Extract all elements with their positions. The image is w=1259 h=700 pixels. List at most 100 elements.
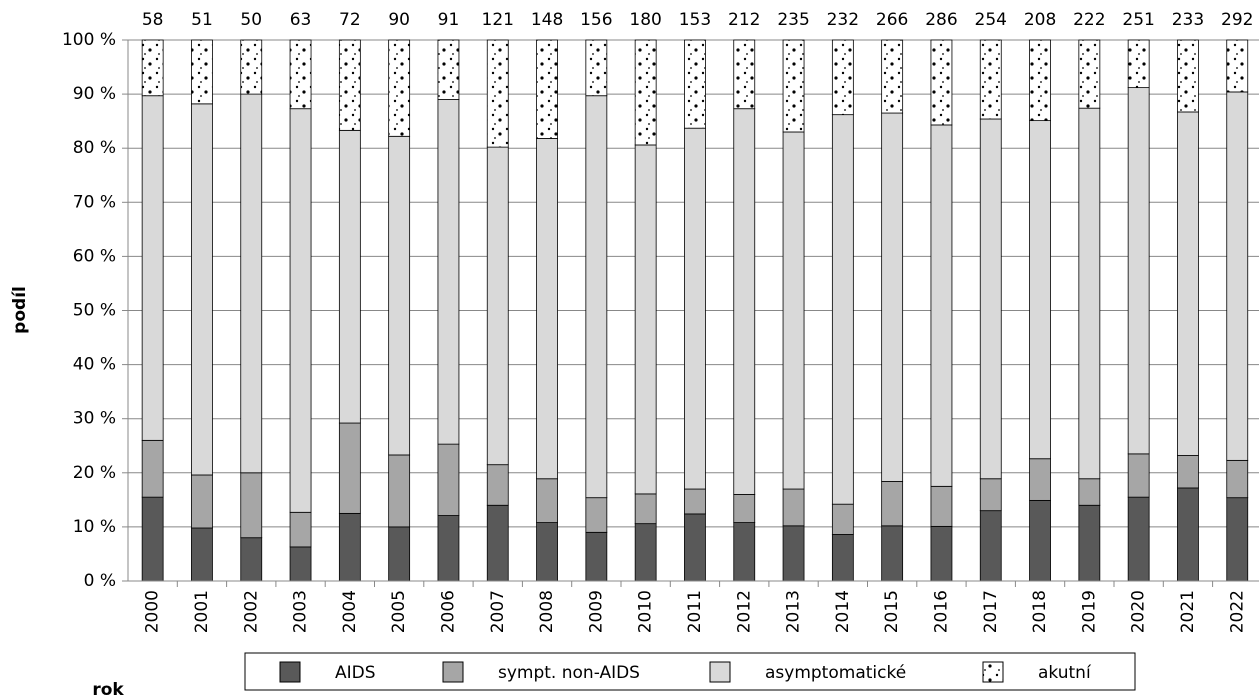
total-label: 208 xyxy=(1024,10,1056,30)
x-tick-label: 2003 xyxy=(291,590,311,633)
bar-segment xyxy=(388,526,411,582)
total-label: 286 xyxy=(925,10,957,30)
x-tick-label: 2016 xyxy=(931,590,951,633)
bar-segment xyxy=(782,488,805,527)
bar-segment xyxy=(486,464,509,506)
bar-segment xyxy=(1029,499,1051,582)
bar-segment xyxy=(1127,39,1150,89)
bar-segment xyxy=(1029,39,1051,122)
legend-swatch xyxy=(982,661,1004,683)
bar-segment xyxy=(338,129,361,424)
bar-segment xyxy=(684,488,706,515)
bar-segment xyxy=(240,93,263,474)
bar-segment xyxy=(1078,504,1101,582)
bar-segment xyxy=(1226,497,1249,582)
bar-segment xyxy=(782,525,805,582)
x-axis-label: rok xyxy=(92,680,124,700)
x-tick-label: 2013 xyxy=(784,590,804,633)
bar-segment xyxy=(536,522,558,582)
bar-segment xyxy=(881,525,904,582)
bar-segment xyxy=(1127,87,1150,455)
legend-swatch xyxy=(442,661,464,683)
bar-segment xyxy=(930,124,953,487)
bar-segment xyxy=(141,496,164,582)
x-tick-label: 2015 xyxy=(882,590,902,633)
bar-segment xyxy=(289,511,312,548)
bar-segment xyxy=(289,546,312,582)
x-tick-label: 2004 xyxy=(340,590,360,633)
bar-segment xyxy=(141,39,164,97)
bar-segment xyxy=(437,515,460,582)
x-tick-label: 2006 xyxy=(438,590,458,633)
y-tick-label: 40 % xyxy=(73,355,116,375)
x-tick-label: 2000 xyxy=(143,590,163,633)
bar-segment xyxy=(536,138,558,480)
x-tick-label: 2020 xyxy=(1129,590,1149,633)
bar-segment xyxy=(979,510,1002,582)
y-tick-label: 50 % xyxy=(73,301,116,321)
bar-segment xyxy=(240,472,263,539)
total-label: 232 xyxy=(827,10,859,30)
bar-segment xyxy=(1029,120,1051,460)
total-label: 58 xyxy=(142,10,164,30)
x-tick-label: 2005 xyxy=(389,590,409,633)
bar-segment xyxy=(1078,39,1101,109)
bar-segment xyxy=(634,144,657,495)
bar-segment xyxy=(1127,453,1150,498)
bar-segment xyxy=(831,114,854,505)
x-tick-label: 2002 xyxy=(241,590,261,633)
x-tick-label: 2022 xyxy=(1227,590,1247,633)
legend-label: AIDS xyxy=(335,663,376,683)
y-tick-label: 100 % xyxy=(62,30,116,50)
bar-segment xyxy=(733,522,756,582)
bar-segment xyxy=(1177,111,1199,456)
bar-segment xyxy=(388,39,411,137)
bar-segment xyxy=(437,99,460,445)
total-label: 90 xyxy=(388,10,410,30)
total-label: 180 xyxy=(629,10,661,30)
bar-segment xyxy=(881,112,904,482)
bar-segment xyxy=(536,478,558,523)
y-tick-label: 70 % xyxy=(73,192,116,212)
x-tick-label: 2018 xyxy=(1030,590,1050,633)
total-label: 63 xyxy=(290,10,312,30)
y-tick-label: 20 % xyxy=(73,463,116,483)
bar-segment xyxy=(191,527,213,582)
bar-segment xyxy=(634,39,657,146)
bar-segment xyxy=(733,494,756,523)
total-label: 72 xyxy=(339,10,361,30)
bar-segment xyxy=(1177,455,1199,489)
total-label: 148 xyxy=(531,10,563,30)
x-tick-label: 2011 xyxy=(685,590,705,633)
bar-segment xyxy=(437,443,460,516)
bar-segment xyxy=(1078,478,1101,506)
bar-segment xyxy=(585,39,608,97)
x-tick-label: 2017 xyxy=(981,590,1001,633)
y-tick-label: 60 % xyxy=(73,246,116,266)
bar-segment xyxy=(388,135,411,456)
bar-segment xyxy=(684,513,706,582)
bar-segment xyxy=(191,474,213,529)
bar-segment xyxy=(191,39,213,105)
total-label: 153 xyxy=(679,10,711,30)
bar-segment xyxy=(388,454,411,528)
bar-segment xyxy=(141,439,164,498)
legend-label: sympt. non-AIDS xyxy=(498,663,640,683)
bar-segment xyxy=(191,103,213,476)
bar-segment xyxy=(1177,39,1199,113)
bar-segment xyxy=(782,39,805,133)
legend-swatch xyxy=(709,661,731,683)
y-tick-label: 90 % xyxy=(73,84,116,104)
total-label: 91 xyxy=(438,10,460,30)
x-tick-label: 2021 xyxy=(1178,590,1198,633)
total-label: 156 xyxy=(580,10,612,30)
bar-segment xyxy=(437,39,460,100)
bar-segment xyxy=(1177,487,1199,582)
bar-segment xyxy=(831,39,854,116)
bar-segment xyxy=(930,485,953,527)
bar-segment xyxy=(240,537,263,582)
total-label: 222 xyxy=(1073,10,1105,30)
bar-segment xyxy=(338,512,361,582)
total-label: 121 xyxy=(482,10,514,30)
total-label: 292 xyxy=(1221,10,1253,30)
